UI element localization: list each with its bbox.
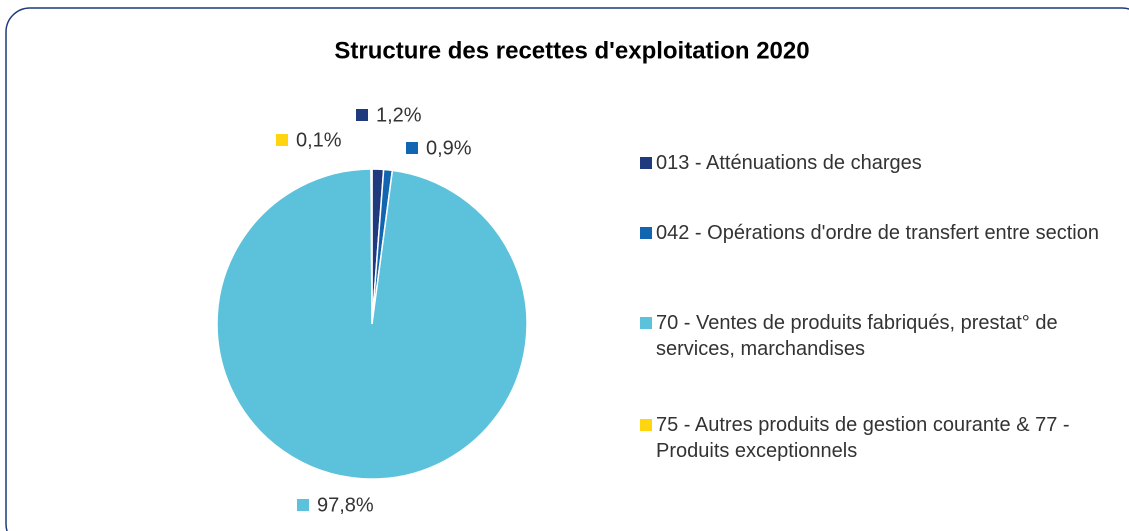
legend-swatch bbox=[640, 157, 652, 169]
legend-swatch bbox=[640, 227, 652, 239]
data-label: 0,1% bbox=[296, 129, 342, 151]
label-swatch bbox=[406, 142, 418, 154]
data-label: 97,8% bbox=[317, 494, 374, 516]
label-swatch bbox=[297, 499, 309, 511]
legend-label: 013 - Atténuations de charges bbox=[656, 152, 922, 174]
legend-swatch bbox=[640, 419, 652, 431]
label-swatch bbox=[356, 109, 368, 121]
pie-slice bbox=[370, 168, 373, 325]
legend-entry: 70 - Ventes de produits fabriqués, prest… bbox=[640, 310, 1110, 362]
legend-entry: 75 - Autres produits de gestion courante… bbox=[640, 412, 1110, 464]
data-label: 0,9% bbox=[426, 137, 472, 159]
legend-label: 042 - Opérations d'ordre de transfert en… bbox=[656, 222, 1099, 244]
legend-entry: 013 - Atténuations de charges bbox=[640, 150, 1110, 176]
legend-entry: 042 - Opérations d'ordre de transfert en… bbox=[640, 220, 1110, 246]
label-swatch bbox=[276, 134, 288, 146]
legend-swatch bbox=[640, 317, 652, 329]
data-label: 1,2% bbox=[376, 104, 422, 126]
legend-label: 70 - Ventes de produits fabriqués, prest… bbox=[656, 312, 1058, 360]
chart-title: Structure des recettes d'exploitation 20… bbox=[334, 37, 809, 64]
legend-label: 75 - Autres produits de gestion courante… bbox=[656, 414, 1070, 462]
